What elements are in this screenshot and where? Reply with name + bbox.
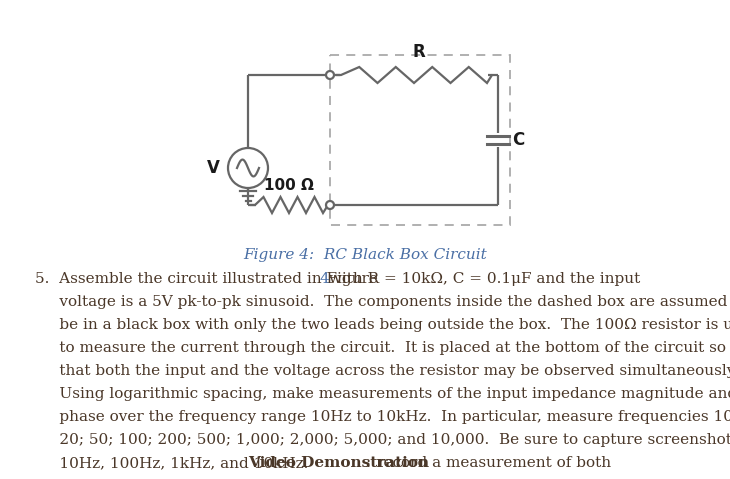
Bar [330,55,510,225]
Text: R: R [412,43,426,61]
Circle shape [326,201,334,209]
Text: phase over the frequency range 10Hz to 10kHz.  In particular, measure frequencie: phase over the frequency range 10Hz to 1… [35,410,730,424]
Text: to measure the current through the circuit.  It is placed at the bottom of the c: to measure the current through the circu… [35,341,726,355]
Circle shape [326,71,334,79]
Text: Figure 4:  RC Black Box Circuit: Figure 4: RC Black Box Circuit [243,248,487,262]
Text: 5.  Assemble the circuit illustrated in Figure: 5. Assemble the circuit illustrated in F… [35,272,383,286]
Text: 20; 50; 100; 200; 500; 1,000; 2,000; 5,000; and 10,000.  Be sure to capture scre: 20; 50; 100; 200; 500; 1,000; 2,000; 5,0… [35,433,730,447]
Text: Video Demonstration: Video Demonstration [248,456,429,470]
Text: Using logarithmic spacing, make measurements of the input impedance magnitude an: Using logarithmic spacing, make measurem… [35,387,730,401]
Text: that both the input and the voltage across the resistor may be observed simultan: that both the input and the voltage acro… [35,364,730,378]
Text: with R = 10kΩ, C = 0.1μF and the input: with R = 10kΩ, C = 0.1μF and the input [325,272,641,286]
Text: 10Hz, 100Hz, 1kHz, and 10kHz.: 10Hz, 100Hz, 1kHz, and 10kHz. [35,456,318,470]
Text: voltage is a 5V pk-to-pk sinusoid.  The components inside the dashed box are ass: voltage is a 5V pk-to-pk sinusoid. The c… [35,295,730,309]
Text: 100 Ω: 100 Ω [264,178,314,193]
Text: 4: 4 [319,272,329,286]
Text: be in a black box with only the two leads being outside the box.  The 100Ω resis: be in a black box with only the two lead… [35,318,730,332]
Text: V: V [207,159,220,177]
Text: C: C [512,131,524,149]
Text: : record a measurement of both: : record a measurement of both [366,456,611,470]
